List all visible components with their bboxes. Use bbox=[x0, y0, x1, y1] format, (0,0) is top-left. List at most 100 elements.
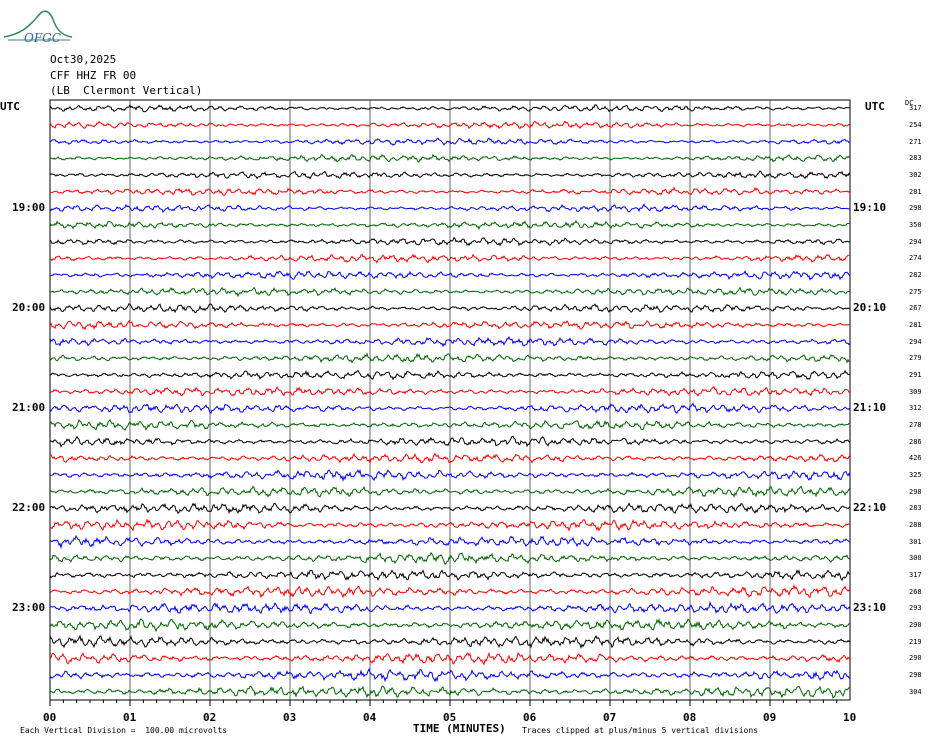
dc-offset-value: 275 bbox=[909, 287, 922, 296]
right-time-label: 20:10 bbox=[853, 301, 887, 315]
dc-offset-value: 304 bbox=[909, 687, 922, 696]
logo-text: OFGC bbox=[24, 31, 61, 44]
seismic-trace bbox=[49, 369, 851, 381]
seismic-trace bbox=[49, 502, 851, 515]
seismic-trace bbox=[49, 203, 851, 214]
seismic-trace bbox=[49, 270, 851, 281]
dc-offset-value: 426 bbox=[909, 454, 922, 463]
station-label: CFF HHZ FR 00 bbox=[50, 69, 137, 82]
dc-offset-value: 298 bbox=[909, 671, 922, 679]
clip-note: Traces clipped at plus/minus 5 vertical … bbox=[522, 726, 759, 735]
x-tick-label: 05 bbox=[443, 711, 457, 724]
dc-offset-value: 350 bbox=[909, 221, 922, 229]
seismic-trace bbox=[49, 170, 851, 180]
left-time-label: 20:00 bbox=[12, 301, 46, 315]
right-utc-label: UTC bbox=[865, 100, 885, 113]
seismic-trace bbox=[49, 137, 851, 146]
seismic-trace bbox=[49, 667, 851, 683]
seismic-trace bbox=[49, 219, 851, 231]
seismic-trace bbox=[49, 319, 851, 331]
seismic-trace bbox=[49, 600, 851, 615]
x-tick-label: 06 bbox=[523, 711, 537, 724]
dc-label: DC bbox=[905, 99, 914, 107]
seismic-trace bbox=[49, 186, 851, 196]
seismic-trace bbox=[49, 335, 851, 348]
location-label: (LB Clermont Vertical) bbox=[50, 84, 203, 97]
dc-offset-value: 290 bbox=[909, 654, 922, 663]
scale-note: Each Vertical Division = 100.00 microvol… bbox=[20, 726, 228, 735]
x-tick-label: 07 bbox=[603, 711, 617, 724]
dc-offset-value: 294 bbox=[909, 237, 922, 246]
right-time-label: 21:10 bbox=[853, 401, 887, 415]
dc-offset-value: 325 bbox=[909, 471, 922, 479]
dc-offset-value: 317 bbox=[909, 571, 922, 579]
seismic-trace bbox=[50, 286, 851, 298]
dc-offset-value: 283 bbox=[909, 154, 922, 163]
dc-offset-value: 293 bbox=[909, 604, 922, 613]
dc-offset-value: 294 bbox=[909, 337, 922, 346]
dc-offset-value: 309 bbox=[909, 387, 922, 396]
dc-offset-value: 317 bbox=[909, 104, 922, 113]
x-tick-label: 01 bbox=[123, 711, 137, 724]
left-utc-label: UTC bbox=[0, 100, 20, 113]
dc-offset-value: 279 bbox=[909, 354, 922, 363]
seismic-trace bbox=[49, 551, 851, 566]
ofgc-logo: OFGC bbox=[2, 4, 74, 48]
left-time-label: 23:00 bbox=[12, 601, 46, 615]
x-tick-label: 03 bbox=[283, 711, 297, 724]
dc-offset-value: 254 bbox=[909, 121, 922, 129]
dc-offset-value: 271 bbox=[909, 137, 922, 146]
dc-offset-value: 300 bbox=[909, 554, 922, 563]
dc-offset-value: 286 bbox=[909, 437, 922, 446]
seismic-trace bbox=[49, 685, 851, 699]
seismic-trace bbox=[49, 236, 851, 247]
seismic-trace bbox=[49, 617, 851, 633]
seismic-trace bbox=[49, 651, 851, 666]
dc-offset-value: 281 bbox=[909, 187, 922, 196]
dc-offset-value: 274 bbox=[909, 254, 922, 263]
seismic-trace bbox=[49, 534, 851, 550]
seismic-trace bbox=[49, 485, 851, 499]
dc-offset-value: 268 bbox=[909, 587, 922, 596]
left-time-label: 22:00 bbox=[12, 501, 46, 515]
dc-offset-value: 312 bbox=[909, 404, 922, 413]
seismic-trace bbox=[49, 402, 851, 414]
dc-offset-value: 298 bbox=[909, 487, 922, 496]
seismic-trace bbox=[49, 452, 851, 465]
seismic-trace bbox=[49, 303, 850, 314]
x-tick-label: 02 bbox=[203, 711, 217, 724]
seismic-trace bbox=[49, 103, 851, 113]
seismic-trace bbox=[49, 583, 851, 599]
x-tick-label: 09 bbox=[763, 711, 777, 724]
dc-offset-value: 298 bbox=[909, 204, 922, 213]
x-tick-label: 08 bbox=[683, 711, 697, 724]
seismic-trace bbox=[49, 569, 851, 582]
seismic-trace bbox=[49, 120, 851, 130]
dc-offset-value: 302 bbox=[909, 171, 922, 179]
dc-offset-value: 267 bbox=[909, 304, 922, 313]
seismic-trace bbox=[49, 419, 851, 431]
date-label: Oct30,2025 bbox=[50, 53, 117, 66]
dc-offset-value: 278 bbox=[909, 421, 922, 429]
dc-offset-value: 301 bbox=[909, 537, 922, 546]
seismic-trace bbox=[49, 253, 850, 264]
dc-offset-value: 291 bbox=[909, 371, 922, 379]
dc-offset-value: 288 bbox=[909, 521, 922, 529]
seismic-trace bbox=[49, 153, 851, 163]
x-tick-label: 04 bbox=[363, 711, 377, 724]
x-axis-title: TIME (MINUTES) bbox=[413, 722, 506, 735]
right-time-label: 23:10 bbox=[853, 601, 887, 615]
right-time-label: 19:10 bbox=[853, 201, 887, 215]
dc-offset-value: 281 bbox=[909, 321, 922, 329]
seismic-trace bbox=[49, 468, 851, 483]
dc-offset-value: 219 bbox=[909, 637, 922, 646]
left-time-label: 19:00 bbox=[12, 201, 46, 215]
dc-offset-value: 283 bbox=[909, 504, 922, 513]
seismic-trace bbox=[49, 634, 851, 650]
right-time-label: 22:10 bbox=[853, 501, 887, 515]
dc-offset-value: 290 bbox=[909, 621, 922, 629]
left-time-label: 21:00 bbox=[12, 401, 46, 415]
x-tick-label: 10 bbox=[843, 711, 857, 724]
seismic-trace bbox=[49, 435, 851, 448]
